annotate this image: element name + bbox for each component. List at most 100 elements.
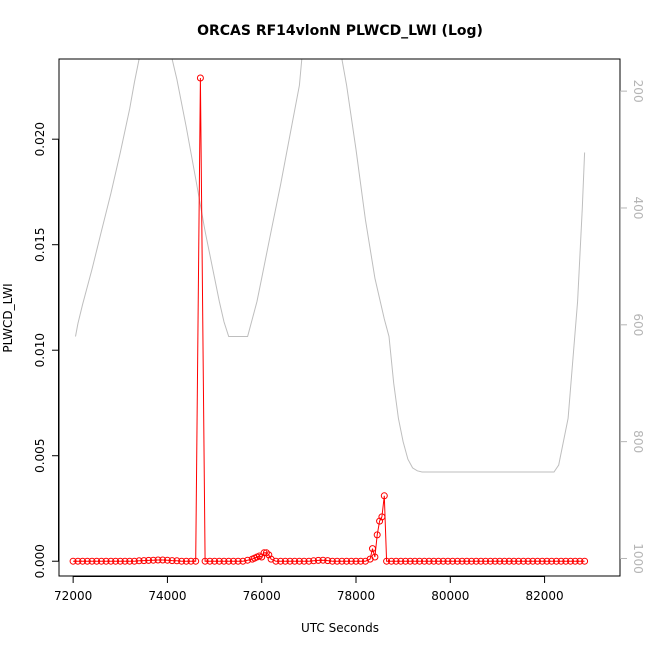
data-point bbox=[187, 557, 195, 565]
data-point bbox=[373, 531, 381, 539]
data-point bbox=[449, 557, 457, 565]
data-point bbox=[510, 557, 518, 565]
data-point bbox=[543, 557, 551, 565]
data-point bbox=[229, 557, 237, 565]
data-point bbox=[496, 557, 504, 565]
primary-series-layer bbox=[69, 74, 589, 565]
data-point bbox=[534, 557, 541, 565]
data-point bbox=[425, 557, 433, 565]
data-point bbox=[557, 557, 565, 565]
secondary-series-layer bbox=[75, 59, 586, 473]
data-point bbox=[472, 557, 480, 565]
data-point bbox=[338, 557, 346, 565]
data-point bbox=[477, 557, 485, 565]
x-tick-label: 80000 bbox=[431, 589, 469, 603]
data-point bbox=[79, 557, 87, 565]
x-tick-label: 76000 bbox=[243, 589, 281, 603]
data-point bbox=[369, 545, 376, 553]
data-point bbox=[376, 517, 384, 525]
data-point bbox=[220, 557, 228, 565]
data-point bbox=[277, 557, 285, 565]
data-point bbox=[538, 557, 546, 565]
data-point bbox=[130, 557, 138, 565]
data-point bbox=[201, 557, 209, 565]
data-point bbox=[107, 557, 115, 565]
data-point bbox=[333, 557, 341, 565]
data-point bbox=[196, 74, 204, 82]
data-point bbox=[102, 557, 110, 565]
data-point bbox=[173, 557, 181, 565]
data-point bbox=[383, 557, 391, 565]
data-point bbox=[453, 557, 461, 565]
data-point bbox=[149, 556, 157, 564]
x-axis: 72000 74000 76000 78000 80000 82000 bbox=[54, 576, 564, 603]
data-point bbox=[352, 557, 360, 565]
data-point bbox=[387, 557, 395, 565]
plot-frame bbox=[58, 58, 621, 577]
data-point bbox=[239, 557, 247, 565]
data-point bbox=[468, 557, 475, 565]
y-tick-label: 0.000 bbox=[33, 544, 47, 578]
data-point bbox=[378, 513, 386, 521]
x-tick-label: 72000 bbox=[54, 589, 92, 603]
x-tick-label: 82000 bbox=[525, 589, 563, 603]
data-point bbox=[121, 557, 129, 565]
data-point bbox=[163, 556, 171, 564]
data-point bbox=[402, 557, 409, 565]
data-point bbox=[83, 557, 91, 565]
plot-area bbox=[58, 58, 621, 577]
data-point bbox=[300, 557, 308, 565]
data-point bbox=[519, 557, 527, 565]
right-axis-tick-label: 800 bbox=[631, 430, 645, 453]
data-point bbox=[112, 557, 120, 565]
data-point bbox=[406, 557, 414, 565]
data-point bbox=[310, 557, 318, 565]
right-axis-tick-label: 600 bbox=[631, 313, 645, 336]
data-point bbox=[234, 557, 242, 565]
data-point bbox=[97, 557, 105, 565]
data-point bbox=[140, 557, 148, 565]
data-point bbox=[380, 492, 388, 500]
data-point bbox=[116, 557, 124, 565]
data-point bbox=[178, 557, 186, 565]
data-point bbox=[225, 557, 233, 565]
y-axis-label: PLWCD_LWI bbox=[1, 283, 15, 352]
x-tick-label: 78000 bbox=[337, 589, 375, 603]
data-point bbox=[430, 557, 438, 565]
data-point bbox=[515, 557, 523, 565]
data-point bbox=[529, 557, 537, 565]
y-tick-label: 0.020 bbox=[33, 122, 47, 156]
data-point bbox=[371, 553, 379, 561]
data-point bbox=[154, 556, 162, 564]
data-point bbox=[206, 557, 214, 565]
right-axis: 200 400 600 800 1000 bbox=[620, 80, 645, 574]
data-point bbox=[244, 556, 252, 564]
right-axis-tick-label: 1000 bbox=[631, 543, 645, 574]
y-tick-label: 0.010 bbox=[33, 333, 47, 367]
data-point bbox=[324, 557, 332, 565]
data-point bbox=[211, 557, 219, 565]
data-point bbox=[486, 557, 494, 565]
data-point bbox=[482, 557, 490, 565]
y-tick-label: 0.015 bbox=[33, 228, 47, 262]
data-point bbox=[576, 557, 584, 565]
data-point bbox=[319, 556, 327, 564]
data-point bbox=[126, 557, 134, 565]
x-axis-label: UTC Seconds bbox=[301, 621, 379, 635]
y-axis: 0.000 0.005 0.010 0.015 0.020 bbox=[33, 122, 59, 578]
right-axis-tick-label: 200 bbox=[631, 80, 645, 103]
data-point bbox=[168, 557, 176, 565]
data-point bbox=[145, 556, 153, 564]
data-point bbox=[88, 557, 96, 565]
data-point bbox=[357, 557, 365, 565]
data-point bbox=[444, 557, 452, 565]
data-point bbox=[548, 557, 556, 565]
y-tick-label: 0.005 bbox=[33, 439, 47, 473]
data-point bbox=[571, 557, 579, 565]
data-point bbox=[524, 557, 532, 565]
data-point bbox=[159, 556, 167, 564]
data-point bbox=[69, 557, 77, 565]
data-point bbox=[491, 557, 499, 565]
right-axis-tick-label: 400 bbox=[631, 197, 645, 220]
